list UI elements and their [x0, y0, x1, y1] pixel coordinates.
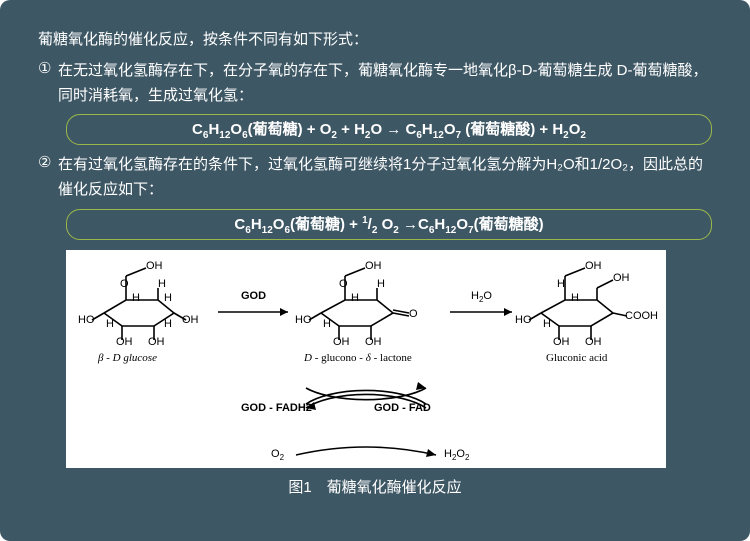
intro-text: 葡糖氧化酶的催化反应，按条件不同有如下形式： — [38, 28, 712, 53]
structure-gluconic: OH OH H COOH HO OH OH H H — [521, 258, 641, 358]
item-2-marker: ② — [38, 153, 58, 203]
label-lactone: D - glucono - δ - lactone — [304, 352, 412, 364]
label-h2o: H2O — [471, 290, 492, 304]
reaction-diagram: OH H O OH HO OH OH H H H H β - D glucose… — [66, 250, 666, 468]
slide-container: 葡糖氧化酶的催化反应，按条件不同有如下形式： ① 在无过氧化氢酶存在下，在分子氧… — [0, 0, 750, 541]
label-o2: O2 — [271, 448, 284, 462]
arrow-h2o — [448, 302, 520, 327]
item-1: ① 在无过氧化氢酶存在下，在分子氧的存在下，葡糖氧化酶专一地氧化β-D-葡萄糖生… — [38, 59, 712, 109]
item-1-body: 在无过氧化氢酶存在下，在分子氧的存在下，葡糖氧化酶专一地氧化β-D-葡萄糖生成 … — [58, 59, 712, 109]
equation-1: C6H12O6(葡萄糖) + O2 + H2O → C6H12O7 (葡萄糖酸)… — [66, 114, 712, 145]
structure-glucose: OH H O OH HO OH OH H H H H — [84, 258, 204, 358]
label-glucose: β - D glucose — [98, 352, 157, 364]
label-h2o2: H2O2 — [444, 448, 469, 462]
structure-lactone: OH H O O HO OH OH H H — [301, 258, 421, 358]
arrow-o2-h2o2 — [266, 435, 466, 470]
label-gluconic: Gluconic acid — [546, 352, 607, 364]
equation-2: C6H12O6(葡萄糖) + 1/2 O2 →C6H12O7(葡萄糖酸) — [66, 209, 712, 240]
arrow-god — [216, 302, 296, 327]
item-1-marker: ① — [38, 59, 58, 109]
item-2-body: 在有过氧化氢酶存在的条件下，过氧化氢酶可继续将1分子过氧化氢分解为H₂O和1/2… — [58, 153, 712, 203]
label-fad: GOD - FAD — [374, 402, 431, 414]
label-god: GOD — [241, 290, 266, 302]
item-2: ② 在有过氧化氢酶存在的条件下，过氧化氢酶可继续将1分子过氧化氢分解为H₂O和1… — [38, 153, 712, 203]
figure-caption: 图1 葡糖氧化酶催化反应 — [38, 476, 712, 497]
label-fadh2: GOD - FADH2 — [241, 402, 312, 414]
